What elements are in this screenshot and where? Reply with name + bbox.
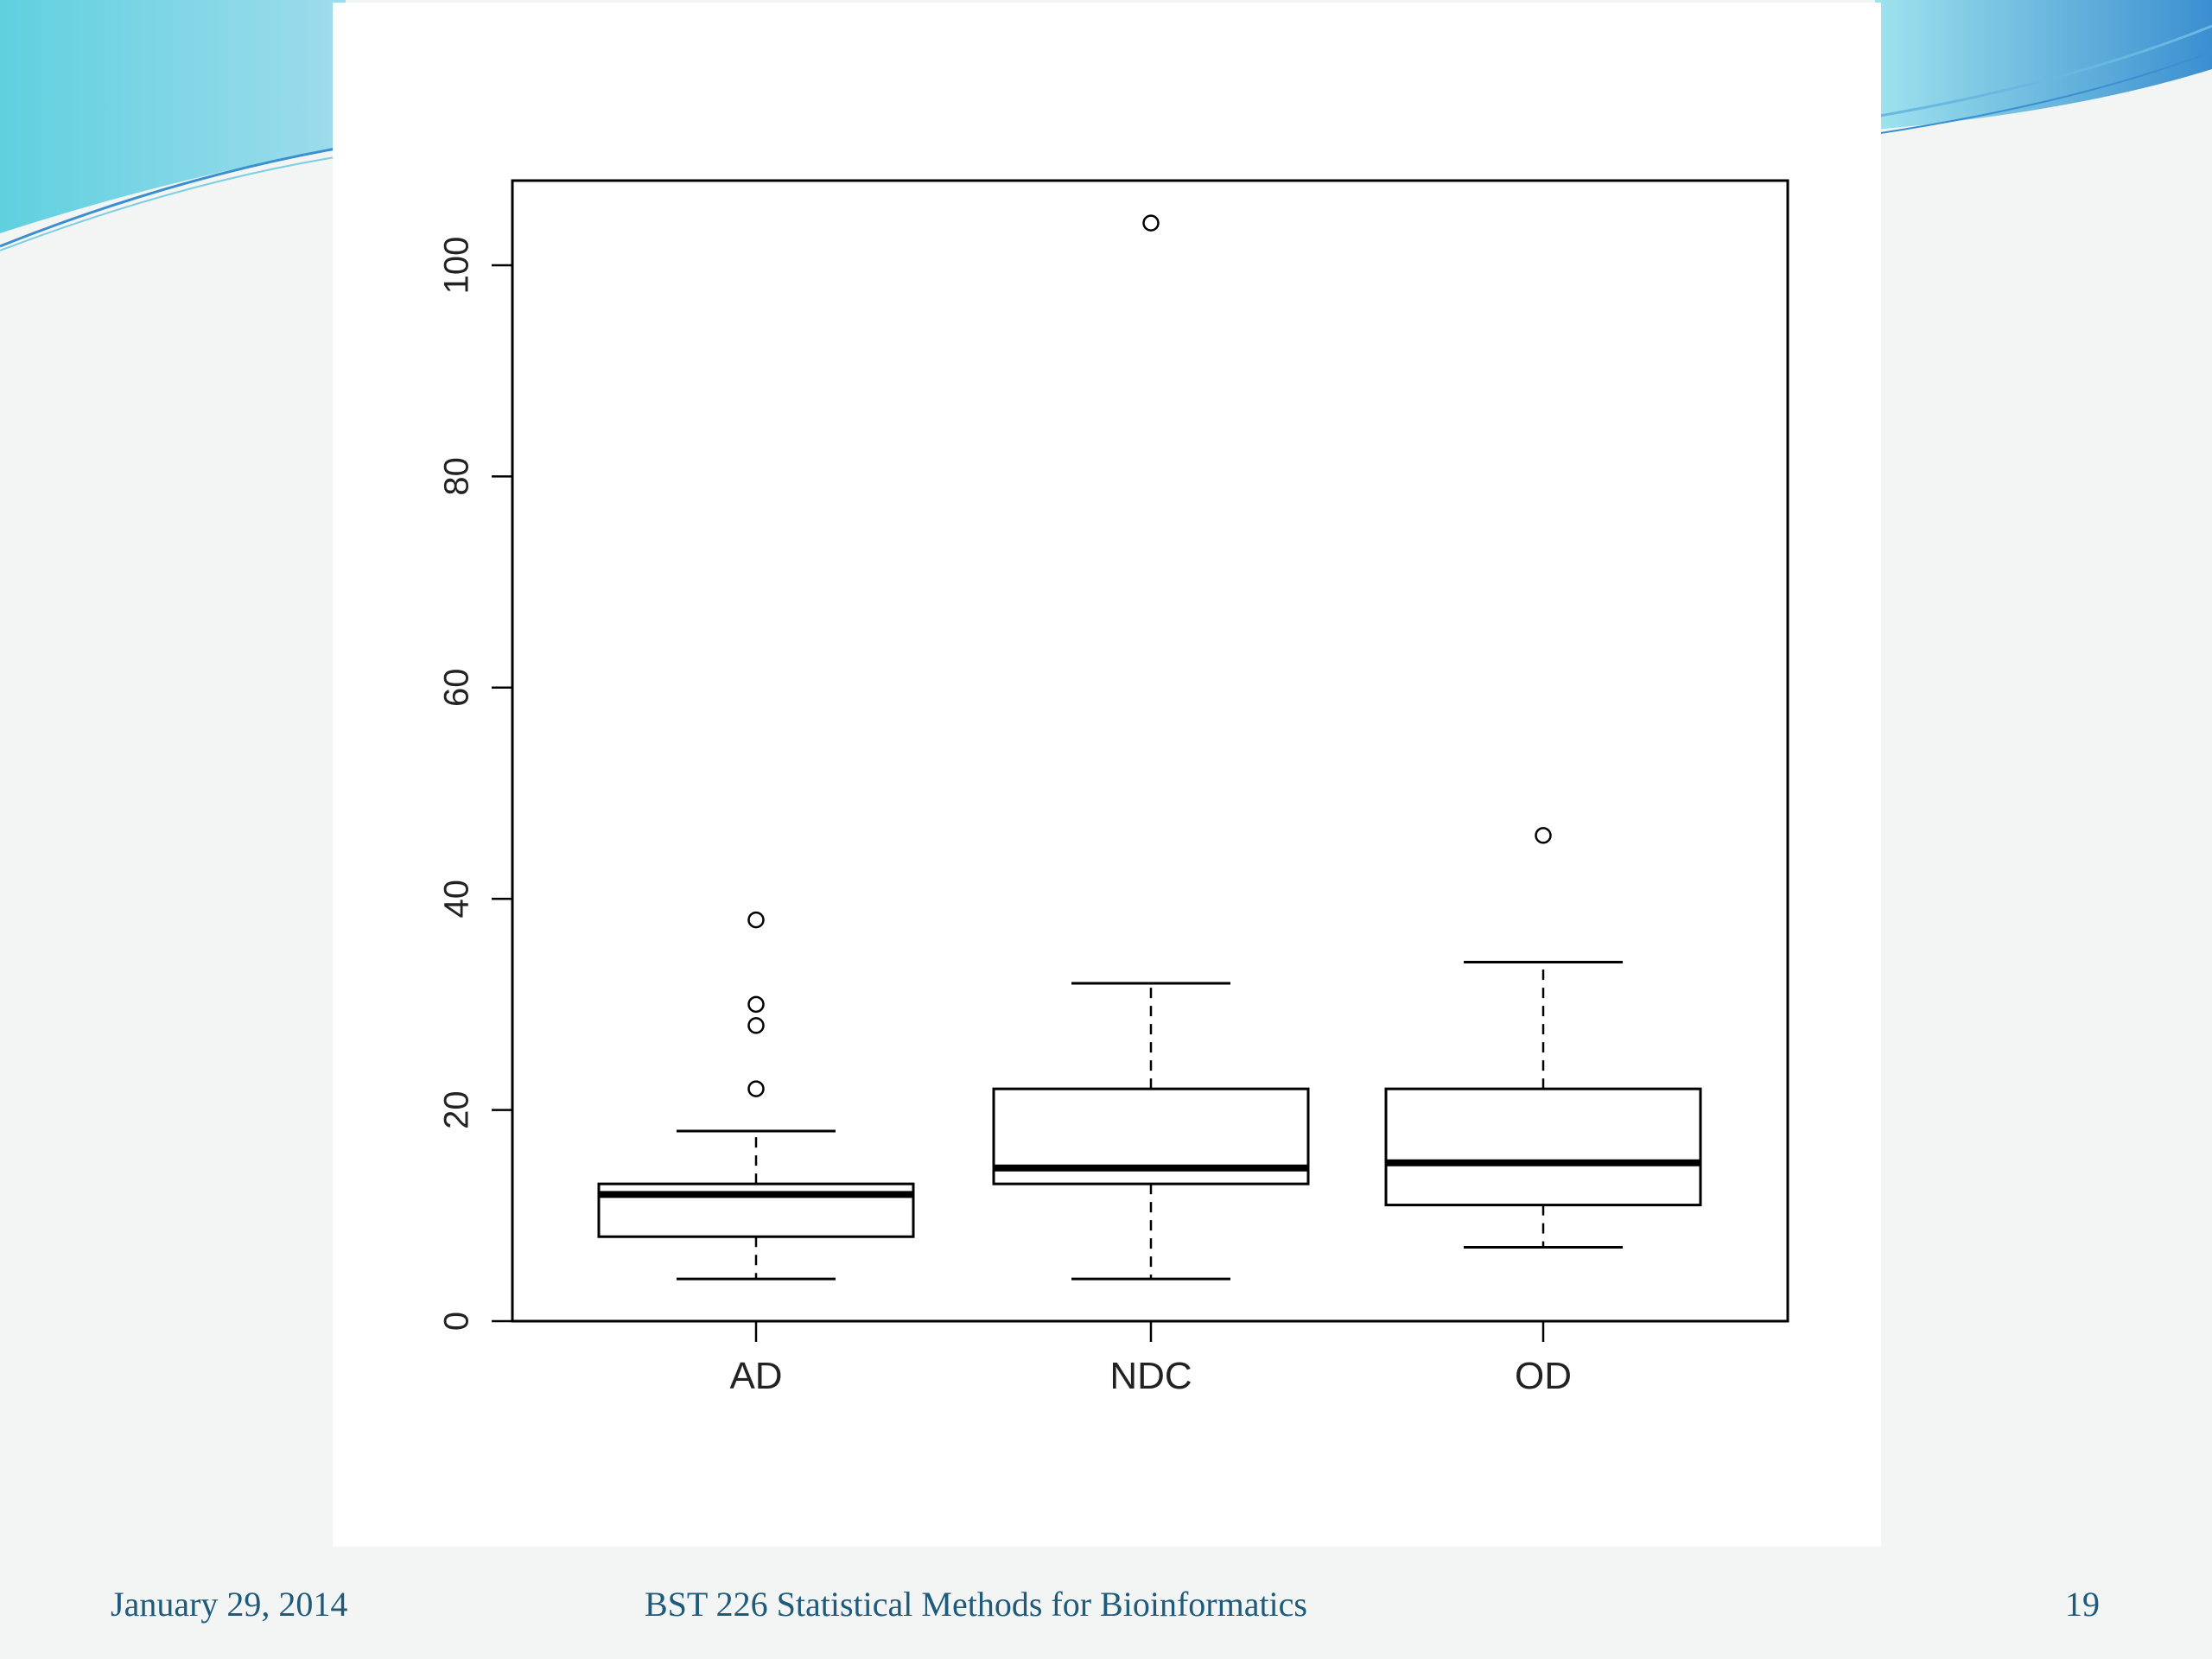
left-swoosh-line-2 bbox=[0, 155, 346, 251]
x-tick-label: AD bbox=[729, 1355, 782, 1397]
y-tick-label: 40 bbox=[438, 880, 476, 918]
right-swoosh-line bbox=[1874, 24, 2212, 118]
slide-decoration bbox=[0, 0, 2212, 251]
plot-panel: 0 20 40 60 80 100 AD NDC OD bbox=[333, 3, 1881, 1547]
boxplot-chart: 0 20 40 60 80 100 AD NDC OD bbox=[438, 179, 1789, 1397]
ad-outlier bbox=[747, 911, 765, 929]
y-tick-label: 80 bbox=[438, 457, 476, 496]
od-outlier bbox=[1535, 827, 1552, 844]
x-tick-label: NDC bbox=[1109, 1355, 1192, 1397]
y-tick-label: 60 bbox=[438, 669, 476, 708]
left-swoosh-line bbox=[0, 145, 346, 248]
ad-outlier bbox=[747, 1080, 765, 1097]
x-tick-label: OD bbox=[1515, 1355, 1572, 1397]
ad-outlier bbox=[747, 1017, 765, 1034]
footer-page-number: 19 bbox=[2065, 1585, 2100, 1624]
ad-outlier bbox=[747, 995, 765, 1014]
od-box bbox=[1384, 1087, 1702, 1207]
right-swoosh-line-2 bbox=[1874, 51, 2212, 135]
ndc-outlier bbox=[1142, 214, 1160, 232]
left-swoosh-shape bbox=[0, 0, 346, 233]
y-tick-label: 20 bbox=[438, 1090, 476, 1129]
footer-date: January 29, 2014 bbox=[111, 1585, 348, 1624]
footer-course-title: BST 226 Statistical Methods for Bioinfor… bbox=[645, 1585, 1307, 1624]
right-swoosh-shape bbox=[1875, 0, 2212, 130]
y-tick-label: 100 bbox=[438, 237, 476, 295]
y-tick-label: 0 bbox=[438, 1312, 476, 1331]
